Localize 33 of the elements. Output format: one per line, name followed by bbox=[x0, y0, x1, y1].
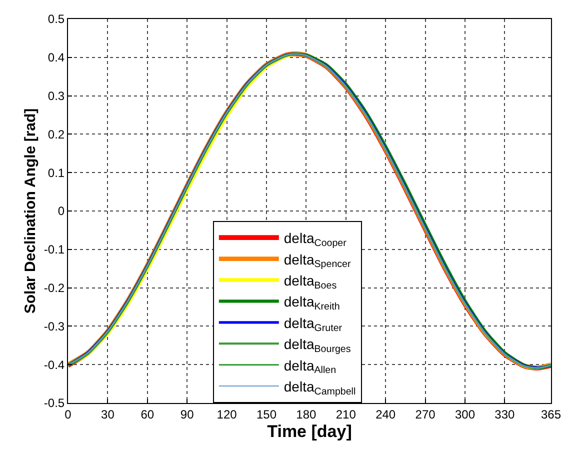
legend-label: delta$_{Gruter}$ bbox=[284, 314, 343, 334]
x-tick-label: 365 bbox=[540, 407, 562, 422]
y-tick-label: -0.3 bbox=[44, 319, 65, 334]
x-tick-label: 120 bbox=[216, 407, 238, 422]
x-tick-label: 180 bbox=[296, 407, 317, 422]
legend-label: delta$_{Campbell}$ bbox=[284, 378, 356, 398]
x-tick-label: 210 bbox=[336, 407, 356, 422]
x-tick-label: 330 bbox=[494, 407, 516, 422]
y-tick-label: -0.2 bbox=[44, 281, 65, 295]
x-tick-label: 30 bbox=[101, 407, 115, 422]
x-axis-title: Time [day] bbox=[267, 422, 352, 441]
x-tick-label: 60 bbox=[140, 407, 154, 422]
y-tick-label: 0.4 bbox=[48, 50, 65, 65]
legend-label: delta$_{Boes}$ bbox=[284, 272, 337, 292]
y-tick-label: -0.4 bbox=[44, 358, 65, 372]
y-tick-label: 0.2 bbox=[48, 127, 65, 142]
y-tick-label: 0.1 bbox=[48, 166, 65, 180]
y-tick-label: 0 bbox=[58, 204, 65, 218]
x-tick-label: 270 bbox=[415, 407, 436, 422]
legend-label: delta$_{Bourges}$ bbox=[284, 336, 351, 355]
legend-label: delta$_{Cooper}$ bbox=[284, 230, 348, 249]
x-tick-label: 90 bbox=[180, 407, 194, 422]
legend-label: delta$_{Spencer}$ bbox=[284, 251, 352, 270]
x-tick-label: 240 bbox=[376, 407, 396, 422]
y-tick-label: 0.3 bbox=[48, 89, 65, 103]
y-tick-label: -0.1 bbox=[44, 242, 65, 257]
y-tick-label: -0.5 bbox=[44, 396, 65, 410]
y-axis-title: Solar Declination Angle [rad] bbox=[22, 108, 40, 314]
x-tick-label: 150 bbox=[256, 407, 277, 422]
y-tick-label: 0.5 bbox=[48, 12, 65, 26]
legend-label: delta$_{Allen}$ bbox=[284, 357, 336, 376]
legend-label: delta$_{Kreith}$ bbox=[284, 294, 340, 313]
x-tick-label: 300 bbox=[454, 407, 476, 422]
